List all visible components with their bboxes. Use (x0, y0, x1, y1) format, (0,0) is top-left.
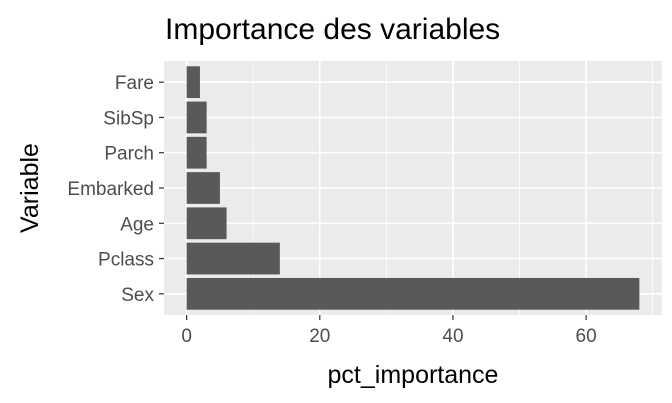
y-tick-label-fare: Fare (115, 73, 154, 94)
y-axis: Sex Pclass Age Embarked Parch SibSp Fare (67, 73, 164, 306)
y-tick-label-embarked: Embarked (67, 179, 154, 200)
chart-title: Importance des variables (165, 13, 500, 46)
y-tick-label-age: Age (120, 214, 154, 235)
x-axis: 0 20 40 60 (181, 315, 597, 347)
bars (186, 66, 640, 310)
bar-age (186, 207, 227, 240)
bar-sibsp (186, 101, 207, 134)
bar-parch (186, 136, 207, 169)
y-tick-label-parch: Parch (104, 144, 154, 165)
x-tick-label-40: 40 (442, 326, 463, 347)
bar-pclass (186, 242, 280, 275)
x-tick-label-20: 20 (309, 326, 330, 347)
bar-sex (186, 277, 640, 310)
bar-fare (186, 66, 200, 99)
y-tick-label-pclass: Pclass (98, 250, 154, 271)
x-axis-title: pct_importance (328, 361, 499, 389)
y-axis-title: Variable (16, 143, 44, 233)
y-tick-label-sibsp: SibSp (103, 108, 154, 129)
x-tick-label-0: 0 (181, 326, 192, 347)
bar-embarked (186, 172, 220, 204)
y-tick-label-sex: Sex (121, 285, 154, 306)
x-tick-label-60: 60 (576, 326, 597, 347)
